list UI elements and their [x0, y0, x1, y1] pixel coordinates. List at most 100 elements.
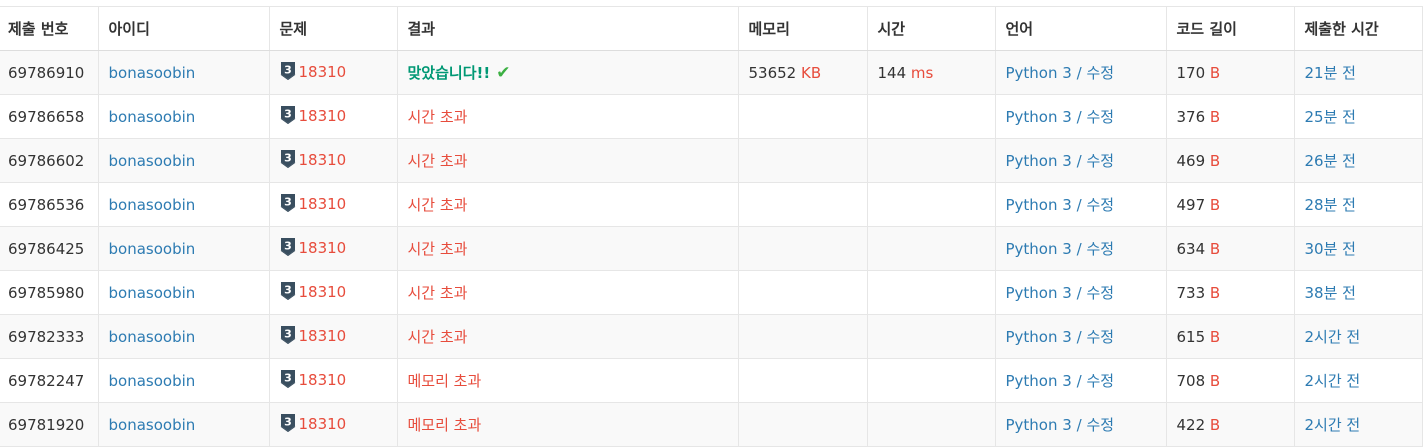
header-language: 언어 — [994, 6, 1167, 51]
result-cell: 시간 초과✔ — [396, 226, 739, 271]
user-link[interactable]: bonasoobin — [108, 415, 196, 434]
user-link[interactable]: bonasoobin — [108, 371, 196, 390]
time-cell: 144 ms — [866, 50, 996, 95]
time-value: 144 — [877, 63, 907, 82]
submission-id: 69781920 — [0, 402, 99, 447]
code-length-unit: B — [1209, 327, 1221, 346]
user-link[interactable]: bonasoobin — [108, 195, 196, 214]
submitted-time-link[interactable]: 2시간 전 — [1304, 328, 1361, 346]
submission-id: 69786910 — [0, 50, 99, 95]
submission-id: 69782333 — [0, 314, 99, 359]
language-cell: Python 3 / 수정 — [994, 226, 1167, 271]
language-link[interactable]: Python 3 — [1005, 152, 1072, 170]
language-link[interactable]: Python 3 — [1005, 328, 1072, 346]
problem-link[interactable]: 18310 — [298, 327, 347, 345]
header-submitted-time: 제출한 시간 — [1293, 6, 1423, 51]
code-length-unit: B — [1209, 63, 1221, 82]
user-link[interactable]: bonasoobin — [108, 283, 196, 302]
submitted-time-link[interactable]: 2시간 전 — [1304, 372, 1361, 390]
submitted-time-link[interactable]: 26분 전 — [1304, 152, 1356, 170]
edit-link[interactable]: 수정 — [1086, 284, 1115, 302]
silver-tier-badge-icon: 3 — [280, 413, 296, 436]
user-link[interactable]: bonasoobin — [108, 63, 196, 82]
code-length-unit: B — [1209, 371, 1221, 390]
table-header-row: 제출 번호 아이디 문제 결과 메모리 시간 언어 코드 길이 제출한 시간 — [0, 6, 1423, 51]
user-link[interactable]: bonasoobin — [108, 107, 196, 126]
language-cell: Python 3 / 수정 — [994, 314, 1167, 359]
submitted-time-link[interactable]: 28분 전 — [1304, 196, 1356, 214]
problem-link[interactable]: 18310 — [298, 239, 347, 257]
problem-link[interactable]: 18310 — [298, 195, 347, 213]
table-row: 69781920 bonasoobin 3 18310 메모리 초과✔ Pyth… — [0, 402, 1423, 447]
edit-link[interactable]: 수정 — [1086, 416, 1115, 434]
edit-link[interactable]: 수정 — [1086, 240, 1115, 258]
submitted-time-link[interactable]: 21분 전 — [1304, 64, 1356, 82]
result-text: 메모리 초과 — [407, 416, 482, 434]
time-cell — [866, 94, 996, 139]
table-body: 69786910 bonasoobin 3 18310 맞았습니다!! ✔ 536… — [0, 50, 1423, 447]
svg-text:3: 3 — [284, 416, 292, 429]
edit-link[interactable]: 수정 — [1086, 64, 1115, 82]
problem-link[interactable]: 18310 — [298, 107, 347, 125]
language-separator: / — [1076, 240, 1082, 258]
edit-link[interactable]: 수정 — [1086, 328, 1115, 346]
user-link[interactable]: bonasoobin — [108, 327, 196, 346]
memory-cell — [737, 226, 868, 271]
header-submission-id: 제출 번호 — [0, 6, 99, 51]
problem-cell: 3 18310 — [268, 226, 398, 271]
header-code-length: 코드 길이 — [1165, 6, 1295, 51]
table-row: 69786425 bonasoobin 3 18310 시간 초과✔ Pytho… — [0, 226, 1423, 271]
edit-link[interactable]: 수정 — [1086, 196, 1115, 214]
submitted-time-cell: 2시간 전 — [1293, 358, 1423, 403]
submitted-time-link[interactable]: 38분 전 — [1304, 284, 1356, 302]
language-separator: / — [1076, 416, 1082, 434]
svg-text:3: 3 — [284, 152, 292, 165]
language-link[interactable]: Python 3 — [1005, 416, 1072, 434]
problem-link[interactable]: 18310 — [298, 283, 347, 301]
problem-link[interactable]: 18310 — [298, 371, 347, 389]
language-link[interactable]: Python 3 — [1005, 196, 1072, 214]
code-length-unit: B — [1209, 151, 1221, 170]
memory-cell — [737, 314, 868, 359]
memory-unit: KB — [801, 63, 822, 82]
user-cell: bonasoobin — [97, 314, 270, 359]
language-link[interactable]: Python 3 — [1005, 240, 1072, 258]
user-link[interactable]: bonasoobin — [108, 239, 196, 258]
submitted-time-cell: 38분 전 — [1293, 270, 1423, 315]
language-link[interactable]: Python 3 — [1005, 372, 1072, 390]
language-separator: / — [1076, 64, 1082, 82]
language-link[interactable]: Python 3 — [1005, 64, 1072, 82]
edit-link[interactable]: 수정 — [1086, 372, 1115, 390]
time-cell — [866, 358, 996, 403]
language-cell: Python 3 / 수정 — [994, 402, 1167, 447]
time-cell — [866, 226, 996, 271]
problem-link[interactable]: 18310 — [298, 63, 347, 81]
problem-link[interactable]: 18310 — [298, 151, 347, 169]
problem-link[interactable]: 18310 — [298, 415, 347, 433]
language-separator: / — [1076, 108, 1082, 126]
result-text: 시간 초과 — [407, 328, 468, 346]
submitted-time-cell: 21분 전 — [1293, 50, 1423, 95]
result-text: 시간 초과 — [407, 240, 468, 258]
submitted-time-link[interactable]: 25분 전 — [1304, 108, 1356, 126]
edit-link[interactable]: 수정 — [1086, 108, 1115, 126]
table-row: 69786658 bonasoobin 3 18310 시간 초과✔ Pytho… — [0, 94, 1423, 139]
code-length-cell: 497 B — [1165, 182, 1295, 227]
submitted-time-link[interactable]: 2시간 전 — [1304, 416, 1361, 434]
language-link[interactable]: Python 3 — [1005, 284, 1072, 302]
submitted-time-link[interactable]: 30분 전 — [1304, 240, 1356, 258]
memory-value: 53652 — [748, 63, 797, 82]
result-cell: 시간 초과✔ — [396, 94, 739, 139]
submission-id: 69786602 — [0, 138, 99, 183]
user-link[interactable]: bonasoobin — [108, 151, 196, 170]
code-length-value: 615 — [1176, 327, 1206, 346]
user-cell: bonasoobin — [97, 182, 270, 227]
user-cell: bonasoobin — [97, 270, 270, 315]
code-length-unit: B — [1209, 283, 1221, 302]
language-link[interactable]: Python 3 — [1005, 108, 1072, 126]
table-row: 69786536 bonasoobin 3 18310 시간 초과✔ Pytho… — [0, 182, 1423, 227]
result-cell: 시간 초과✔ — [396, 138, 739, 183]
language-separator: / — [1076, 196, 1082, 214]
edit-link[interactable]: 수정 — [1086, 152, 1115, 170]
language-cell: Python 3 / 수정 — [994, 138, 1167, 183]
